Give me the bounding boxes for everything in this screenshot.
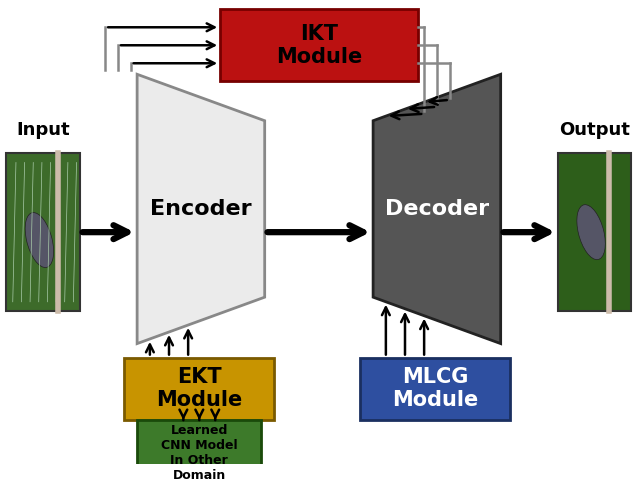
Bar bbox=[220, 9, 418, 81]
Bar bbox=[137, 420, 262, 484]
Polygon shape bbox=[137, 74, 265, 344]
Ellipse shape bbox=[577, 205, 605, 259]
Ellipse shape bbox=[25, 212, 54, 268]
Text: IKT
Module: IKT Module bbox=[276, 24, 362, 67]
Text: Input: Input bbox=[17, 121, 70, 139]
Text: Output: Output bbox=[559, 121, 630, 139]
Text: EKT
Module: EKT Module bbox=[156, 367, 243, 410]
Text: MLCG
Module: MLCG Module bbox=[392, 367, 479, 410]
Text: Decoder: Decoder bbox=[385, 199, 489, 219]
Text: Learned
CNN Model
In Other
Domain: Learned CNN Model In Other Domain bbox=[161, 424, 237, 482]
Bar bbox=[558, 153, 632, 311]
Bar bbox=[360, 358, 510, 420]
Bar bbox=[124, 358, 275, 420]
Polygon shape bbox=[373, 74, 500, 344]
Text: Encoder: Encoder bbox=[150, 199, 252, 219]
Bar bbox=[6, 153, 80, 311]
